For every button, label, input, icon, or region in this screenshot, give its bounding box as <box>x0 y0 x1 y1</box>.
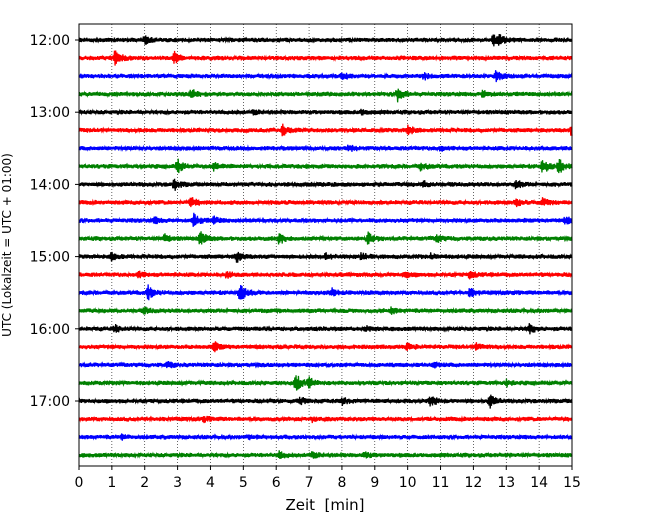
trace-1445 <box>78 231 573 245</box>
trace-1715 <box>78 415 573 424</box>
trace-1245 <box>78 88 573 103</box>
trace-1400 <box>78 178 573 191</box>
x-tick-label: 13 <box>497 475 515 491</box>
trace-1430 <box>78 212 573 227</box>
y-axis-title: UTC (Lokalzeit = UTC + 01:00) <box>0 153 14 337</box>
x-tick-label: 3 <box>173 475 182 491</box>
x-tick-label: 14 <box>530 475 548 491</box>
x-tick-label: 15 <box>563 475 581 491</box>
x-axis-title: Zeit [min] <box>285 496 364 514</box>
plot-area <box>79 24 572 466</box>
x-tick-label: 11 <box>432 475 450 491</box>
trace-1330 <box>78 144 573 153</box>
trace-1230 <box>78 70 573 83</box>
x-tick-label: 1 <box>107 475 116 491</box>
trace-1215 <box>78 50 573 66</box>
y-tick-label: 16:00 <box>30 322 70 338</box>
trace-1200 <box>78 33 573 47</box>
trace-1515 <box>78 270 573 280</box>
x-tick-label: 5 <box>239 475 248 491</box>
x-axis: 0 1 2 3 4 5 6 7 8 9 10 11 12 13 14 15 <box>75 466 581 491</box>
y-tick-label: 13:00 <box>30 105 70 121</box>
x-tick-label: 4 <box>206 475 215 491</box>
x-tick-label: 2 <box>140 475 149 491</box>
trace-1300 <box>78 108 573 116</box>
x-tick-label: 12 <box>464 475 482 491</box>
trace-1745 <box>78 450 573 459</box>
trace-1615 <box>78 341 573 353</box>
y-tick-label: 15:00 <box>30 250 70 266</box>
x-tick-label: 9 <box>370 475 379 491</box>
trace-1730 <box>78 433 573 441</box>
trace-1545 <box>78 306 573 315</box>
trace-1700 <box>78 394 573 409</box>
x-tick-label: 6 <box>272 475 281 491</box>
x-tick-label: 8 <box>337 475 346 491</box>
trace-1645 <box>78 375 573 391</box>
x-tick-label: 0 <box>75 475 84 491</box>
trace-1630 <box>78 361 573 369</box>
trace-1530 <box>78 284 573 301</box>
plot-frame <box>78 23 573 467</box>
trace-1500 <box>78 251 573 263</box>
trace-1600 <box>78 323 573 335</box>
x-tick-label: 10 <box>399 475 417 491</box>
x-tick-label: 7 <box>305 475 314 491</box>
y-tick-label: 17:00 <box>30 394 70 410</box>
traces <box>78 33 573 459</box>
y-tick-label: 12:00 <box>30 33 70 49</box>
y-tick-label: 14:00 <box>30 177 70 193</box>
trace-1345 <box>78 158 573 174</box>
trace-1315 <box>78 123 573 137</box>
y-axis: 12:00 13:00 14:00 15:00 16:00 17:00 <box>30 33 79 410</box>
trace-1415 <box>78 197 573 208</box>
